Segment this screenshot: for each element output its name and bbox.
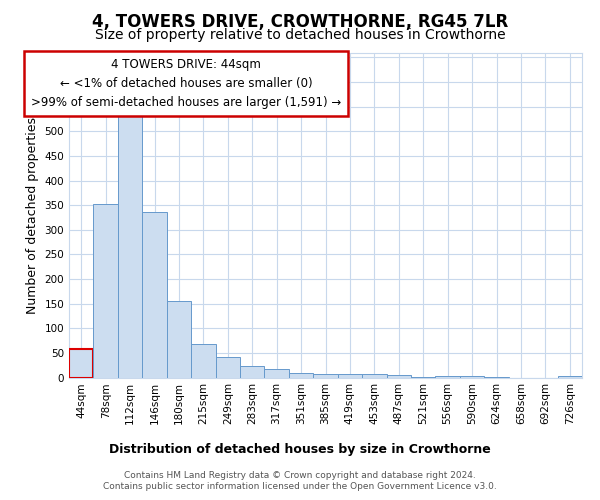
Bar — [215, 357, 240, 378]
Bar — [289, 373, 313, 378]
Bar — [557, 376, 582, 378]
Bar — [386, 375, 411, 378]
Bar — [118, 112, 142, 378]
Bar — [338, 374, 362, 378]
Bar — [313, 374, 338, 378]
Bar — [69, 350, 94, 378]
Bar — [167, 301, 191, 378]
Text: 4, TOWERS DRIVE, CROWTHORNE, RG45 7LR: 4, TOWERS DRIVE, CROWTHORNE, RG45 7LR — [92, 12, 508, 30]
Bar — [94, 204, 118, 378]
Bar — [411, 376, 436, 378]
Text: Contains HM Land Registry data © Crown copyright and database right 2024.: Contains HM Land Registry data © Crown c… — [124, 471, 476, 480]
Text: Size of property relative to detached houses in Crowthorne: Size of property relative to detached ho… — [95, 28, 505, 42]
Bar — [484, 376, 509, 378]
Bar — [142, 212, 167, 378]
Text: Distribution of detached houses by size in Crowthorne: Distribution of detached houses by size … — [109, 442, 491, 456]
Bar — [460, 376, 484, 378]
Text: 4 TOWERS DRIVE: 44sqm
← <1% of detached houses are smaller (0)
>99% of semi-deta: 4 TOWERS DRIVE: 44sqm ← <1% of detached … — [31, 58, 341, 110]
Y-axis label: Number of detached properties: Number of detached properties — [26, 116, 39, 314]
Bar — [240, 366, 265, 378]
Bar — [436, 376, 460, 378]
Bar — [362, 374, 386, 378]
Bar — [265, 369, 289, 378]
Bar — [191, 344, 215, 378]
Text: Contains public sector information licensed under the Open Government Licence v3: Contains public sector information licen… — [103, 482, 497, 491]
